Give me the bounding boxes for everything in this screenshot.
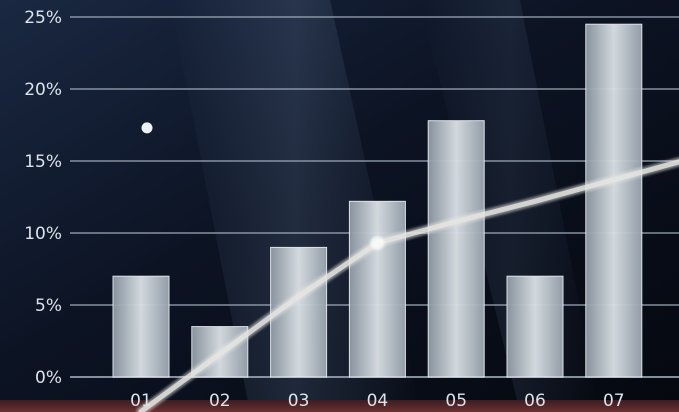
- marker-point: [141, 122, 153, 134]
- bar: [348, 200, 406, 378]
- bar: [506, 275, 564, 378]
- trend-point: [370, 236, 385, 251]
- trend-line-group: [136, 122, 679, 412]
- y-tick-label: 25%: [24, 8, 62, 28]
- bar: [427, 120, 485, 378]
- trend-line: [138, 159, 679, 412]
- y-tick-label: 10%: [24, 224, 62, 244]
- y-tick-label: 5%: [35, 296, 62, 316]
- x-tick-label: 05: [445, 391, 467, 411]
- x-tick-label: 07: [603, 391, 625, 411]
- x-tick-label: 04: [367, 391, 389, 411]
- y-tick-label: 20%: [24, 80, 62, 100]
- x-tick-label: 02: [209, 391, 231, 411]
- y-tick-label: 0%: [35, 368, 62, 388]
- x-tick-label: 01: [130, 391, 152, 411]
- bottom-band: [0, 400, 679, 412]
- bar: [585, 23, 643, 378]
- x-tick-label: 03: [288, 391, 310, 411]
- x-tick-label: 06: [524, 391, 546, 411]
- tick-labels: 0% 5% 10% 15% 20% 25% 01 02 03 04 05 06 07: [24, 8, 624, 411]
- bars: [112, 23, 643, 378]
- y-tick-label: 15%: [24, 152, 62, 172]
- bar: [112, 275, 170, 378]
